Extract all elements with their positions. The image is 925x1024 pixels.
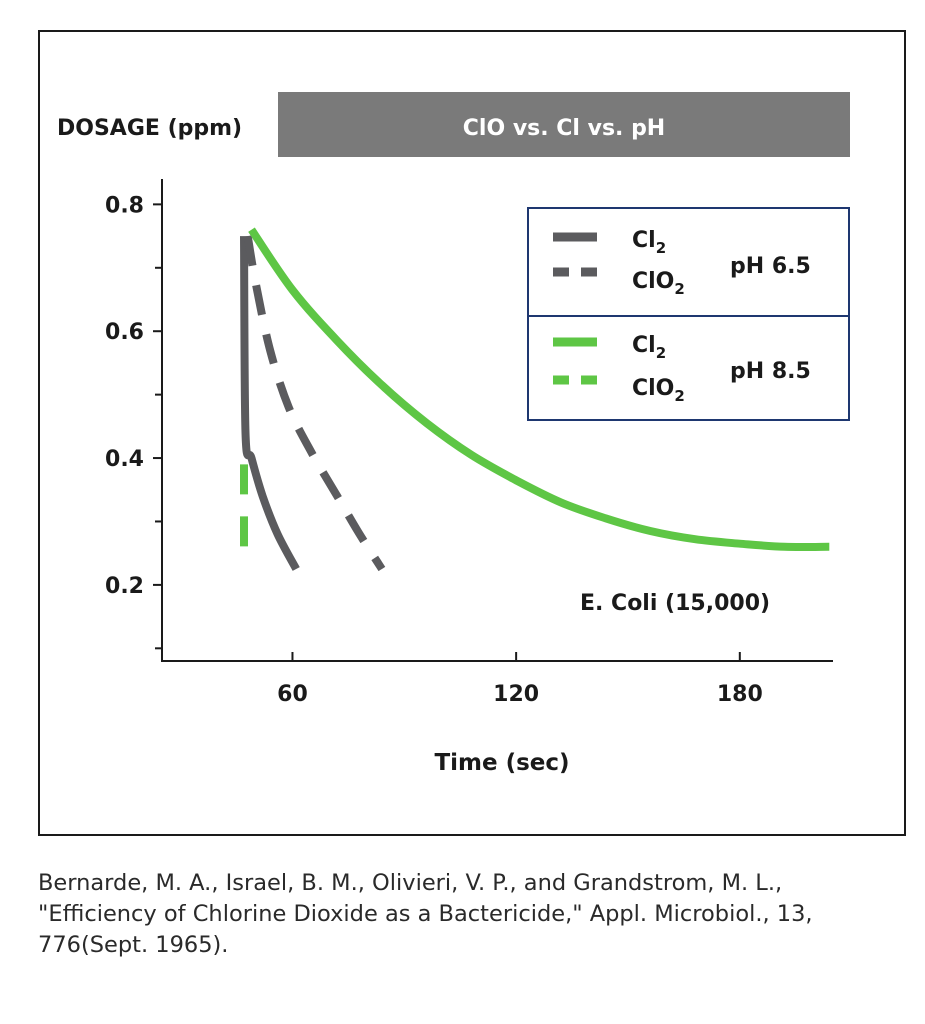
legend: Cl2 ClO2 pH 6.5 Cl2 ClO2 pH 8.5 bbox=[527, 207, 850, 421]
x-axis-label: Time (sec) bbox=[434, 750, 569, 776]
x-tick-label: 180 bbox=[717, 682, 763, 707]
legend-box bbox=[527, 207, 850, 421]
y-tick-label: 0.6 bbox=[105, 320, 144, 345]
x-tick-label: 60 bbox=[277, 682, 308, 707]
series-line-ph85-solid bbox=[248, 227, 830, 552]
y-axis-label: DOSAGE (ppm) bbox=[57, 116, 242, 141]
citation-caption: Bernarde, M. A., Israel, B. M., Olivieri… bbox=[38, 868, 918, 961]
legend-label-ph65-cl2: Cl2 bbox=[632, 228, 666, 257]
y-tick-label: 0.4 bbox=[105, 447, 144, 472]
y-tick-label: 0.8 bbox=[105, 193, 144, 218]
y-tick-label: 0.2 bbox=[105, 574, 144, 599]
legend-label-ph85-clo2: ClO2 bbox=[632, 376, 685, 405]
legend-group-label-ph65: pH 6.5 bbox=[730, 254, 811, 279]
citation-line-2: "Efficiency of Chlorine Dioxide as a Bac… bbox=[38, 901, 813, 927]
chart-title: ClO vs. Cl vs. pH bbox=[463, 116, 665, 141]
legend-group-label-ph85: pH 8.5 bbox=[730, 359, 811, 384]
series-line-ph65-solid bbox=[240, 236, 300, 571]
chart-annotation: E. Coli (15,000) bbox=[580, 591, 770, 616]
citation-line-1: Bernarde, M. A., Israel, B. M., Olivieri… bbox=[38, 870, 783, 896]
citation-line-3: 776(Sept. 1965). bbox=[38, 932, 229, 958]
chart-frame bbox=[38, 30, 906, 836]
x-tick-label: 120 bbox=[493, 682, 539, 707]
chart: ClO vs. Cl vs. pH DOSAGE (ppm) 0.2 0.4 0.6… bbox=[57, 92, 850, 776]
series-line-ph65-dashed bbox=[243, 235, 386, 572]
title-banner bbox=[278, 92, 850, 157]
legend-label-ph85-cl2: Cl2 bbox=[632, 333, 666, 362]
legend-label-ph65-clo2: ClO2 bbox=[632, 269, 685, 298]
